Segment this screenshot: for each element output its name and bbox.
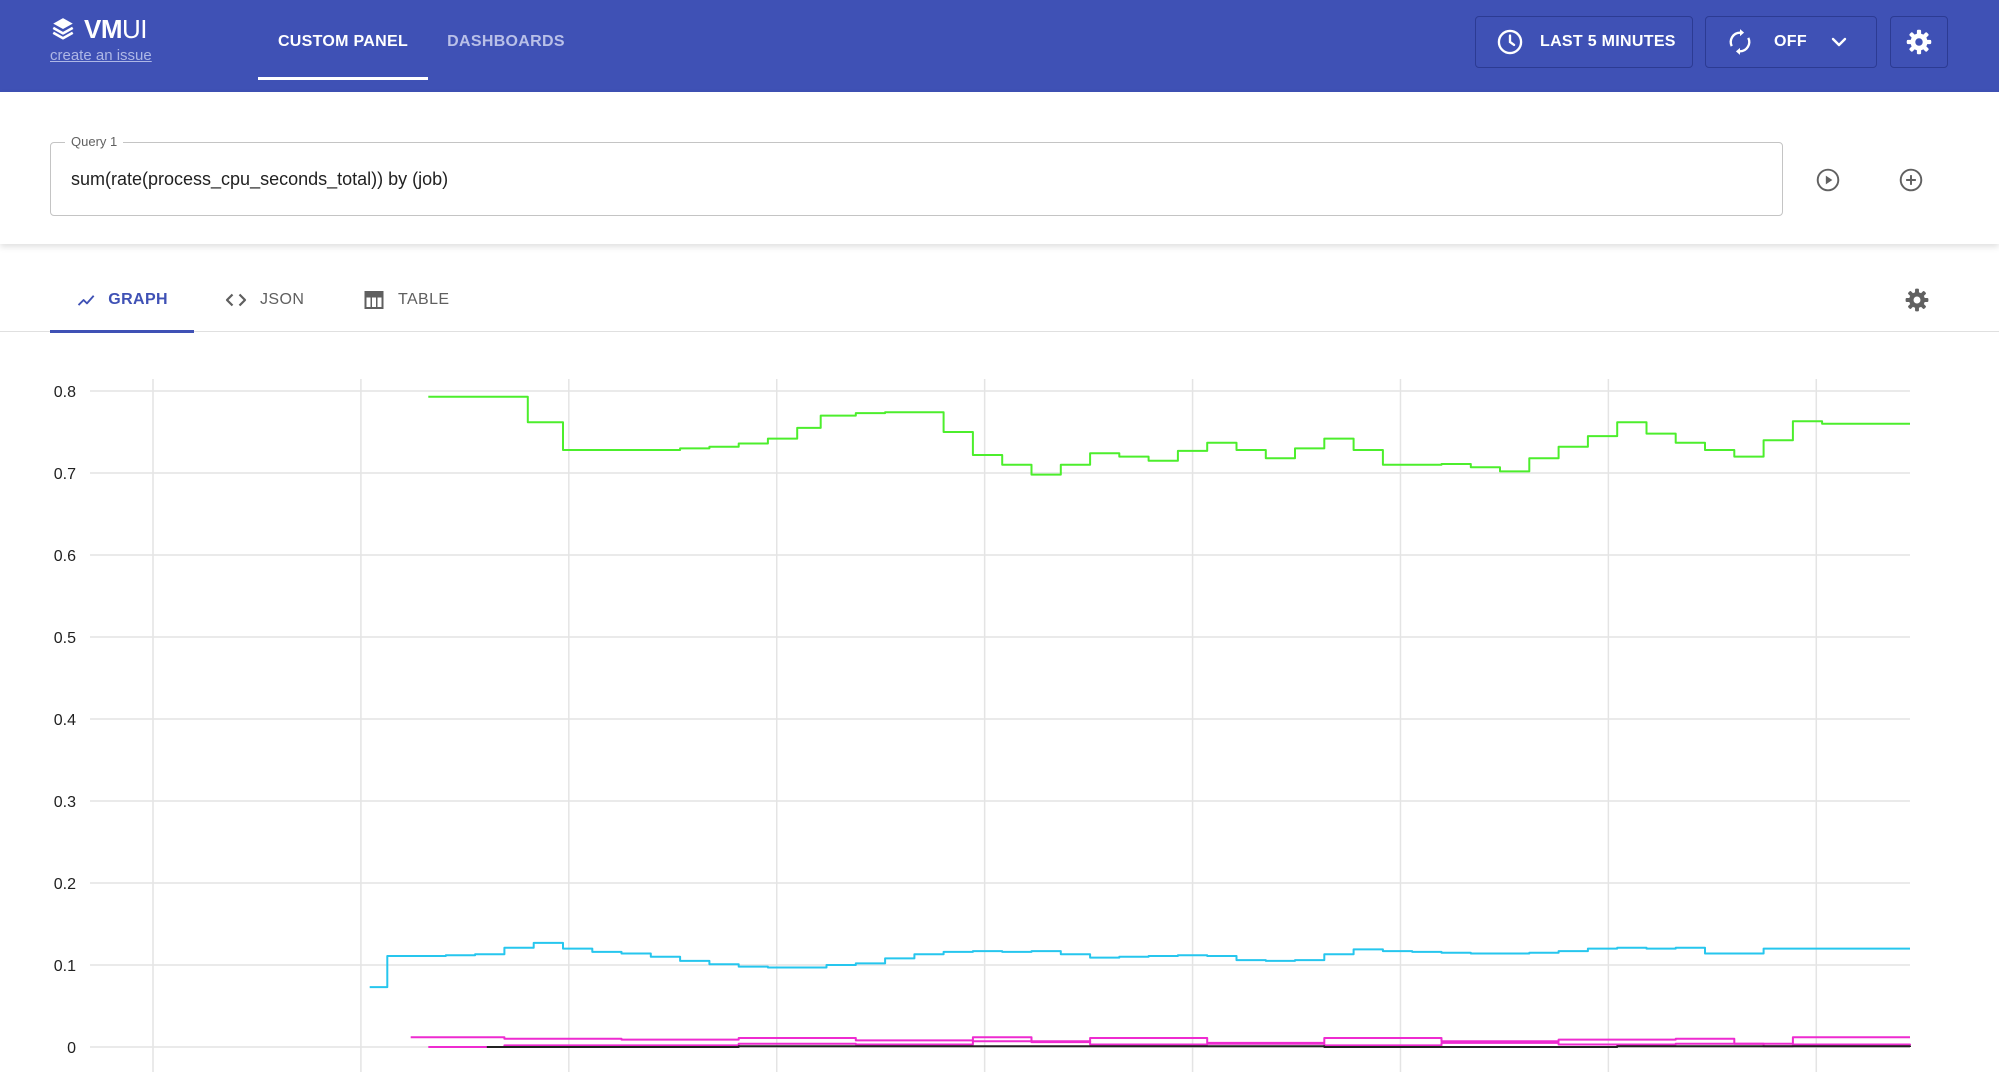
series-line-0 <box>428 395 1910 476</box>
refresh-icon <box>1729 29 1751 55</box>
logo-text: VMUI <box>84 13 148 44</box>
tab-graph[interactable]: GRAPH <box>50 268 194 333</box>
refresh-interval-button[interactable]: OFF <box>1705 16 1877 68</box>
query-input[interactable] <box>71 143 1751 215</box>
result-tabs: GRAPH JSON TABLE <box>0 268 1999 333</box>
line-chart: 0.8 0.7 0.6 0.5 0.4 0.3 0.2 0.1 0 <box>54 379 1911 1072</box>
series-line-1 <box>369 941 1910 989</box>
y-tick-label: 0.3 <box>54 794 76 811</box>
play-circle-icon[interactable] <box>1815 167 1841 193</box>
y-tick-label: 0.5 <box>54 630 76 647</box>
code-icon <box>225 293 247 307</box>
nav-tab-custom-panel[interactable]: CUSTOM PANEL <box>258 0 428 80</box>
y-tick-label: 0.2 <box>54 876 76 893</box>
clock-icon <box>1497 29 1523 55</box>
y-tick-label: 0.7 <box>54 466 76 483</box>
y-tick-label: 0.8 <box>54 384 76 401</box>
tab-json[interactable]: JSON <box>224 268 304 332</box>
refresh-label: OFF <box>1774 33 1807 50</box>
app-header: VMUI create an issue CUSTOM PANEL DASHBO… <box>0 0 1999 92</box>
logo[interactable]: VMUI create an issue <box>50 13 152 65</box>
create-issue-link[interactable]: create an issue <box>50 47 152 64</box>
tab-json-label: JSON <box>260 291 305 308</box>
time-range-button[interactable]: LAST 5 MINUTES <box>1475 16 1693 68</box>
y-tick-label: 0.4 <box>54 712 76 729</box>
gear-icon[interactable] <box>1904 287 1930 313</box>
chevron-down-icon <box>1831 37 1847 47</box>
series-line-3 <box>428 1040 1911 1048</box>
series-line-2 <box>410 1036 1910 1045</box>
y-tick-label: 0.6 <box>54 548 76 565</box>
query-panel: Query 1 <box>0 92 1999 244</box>
y-tick-label: 0 <box>67 1040 76 1057</box>
gear-icon <box>1906 29 1932 55</box>
add-circle-icon[interactable] <box>1898 167 1924 193</box>
tab-graph-label: GRAPH <box>108 291 168 308</box>
line-chart-icon <box>77 295 95 306</box>
tab-table[interactable]: TABLE <box>362 268 450 332</box>
settings-button[interactable] <box>1890 16 1948 68</box>
series-line-4 <box>486 1045 1911 1048</box>
y-tick-label: 0.1 <box>54 958 76 975</box>
query-field[interactable]: Query 1 <box>50 134 1783 216</box>
tab-table-label: TABLE <box>398 291 450 308</box>
nav-tab-dashboards[interactable]: DASHBOARDS <box>447 33 565 50</box>
table-icon <box>364 291 384 309</box>
layers-logo-icon <box>52 18 74 40</box>
time-range-label: LAST 5 MINUTES <box>1540 33 1676 50</box>
